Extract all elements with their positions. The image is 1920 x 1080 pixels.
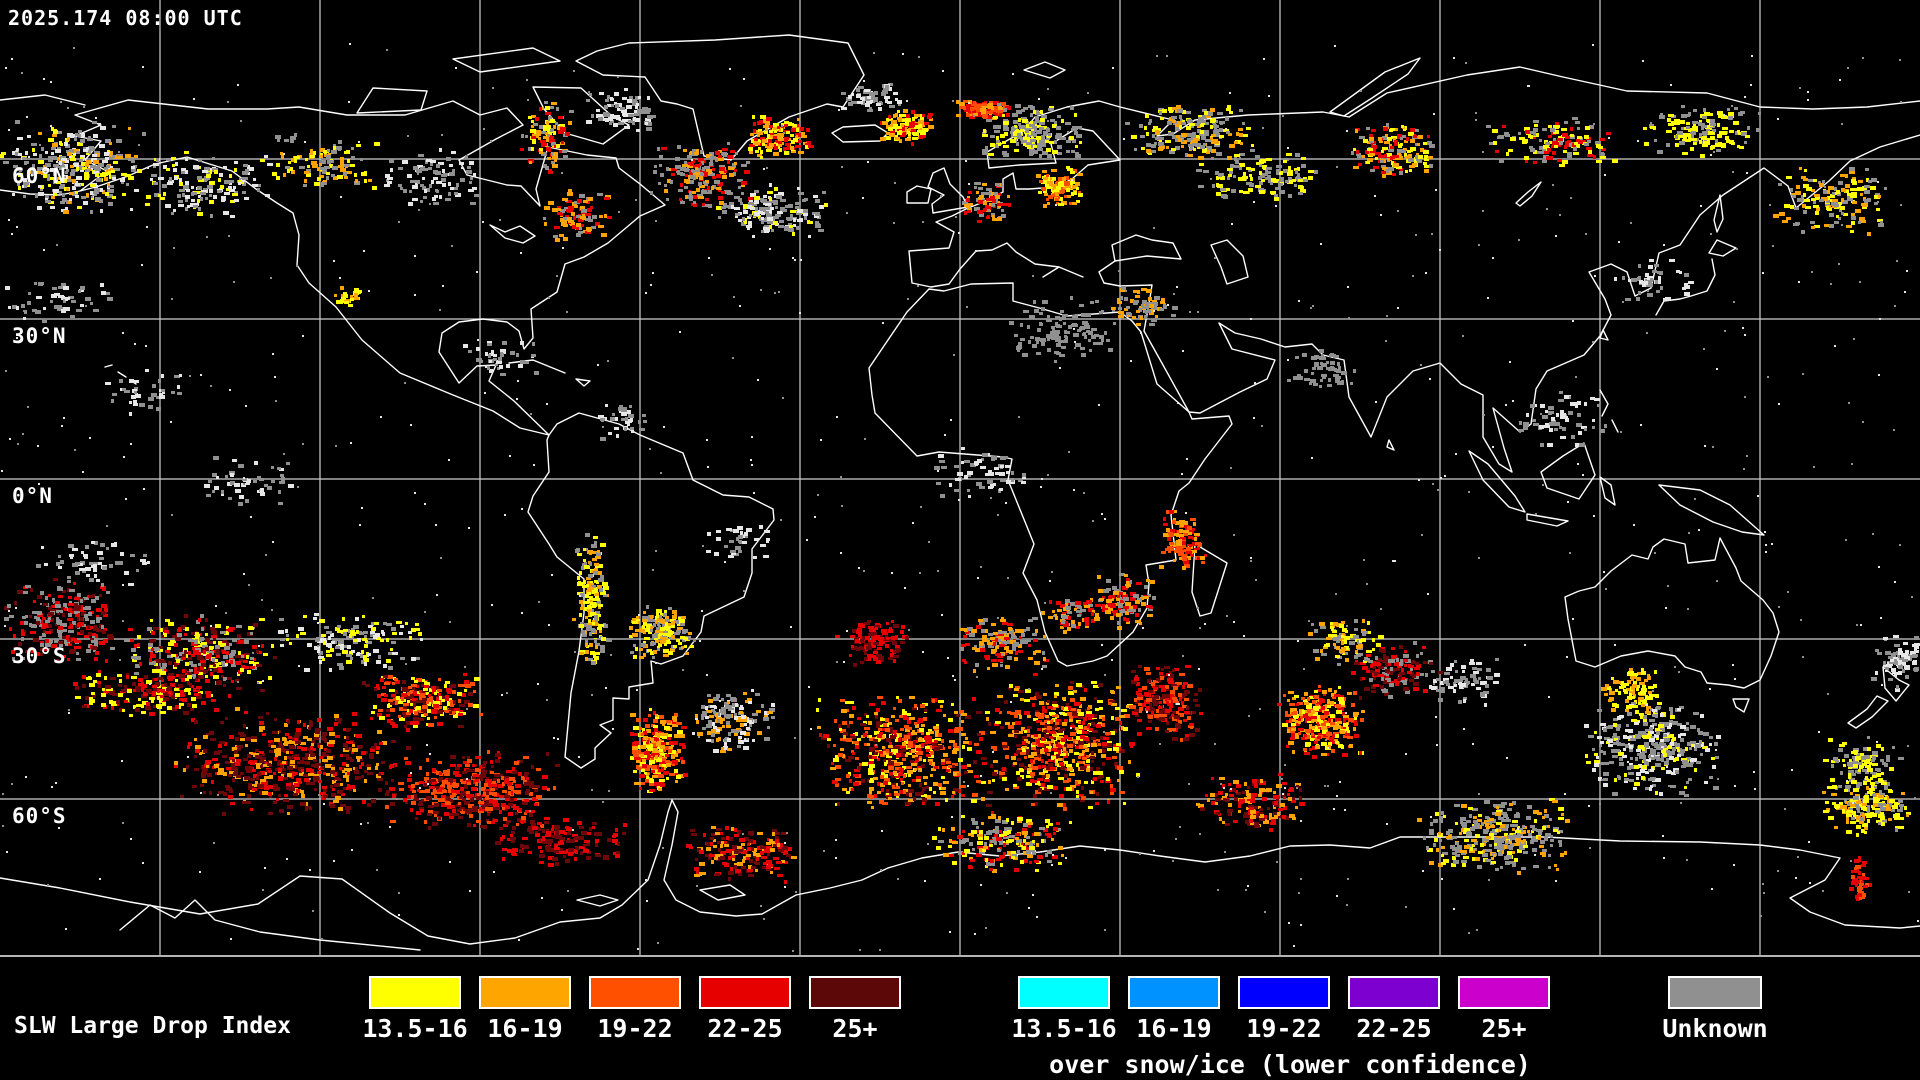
coastline-path <box>906 185 932 204</box>
coastline-path <box>74 99 666 436</box>
coastline-path <box>452 47 561 73</box>
coastline-path <box>0 799 1920 945</box>
legend-snow-ice-caption: over snow/ice (lower confidence) <box>1049 1050 1531 1079</box>
coastline-path <box>1191 543 1228 617</box>
legend-class-label: 13.5-16 <box>1011 1014 1117 1043</box>
coastline-path <box>508 359 566 374</box>
coastline-path <box>1708 239 1737 257</box>
legend-class-label: 13.5-16 <box>362 1014 468 1043</box>
legend-swatch <box>1018 976 1110 1009</box>
coastline-path <box>1526 513 1569 527</box>
coastline-path <box>1882 666 1910 702</box>
lat-label-60n: 60°N <box>12 164 67 188</box>
legend-title: SLW Large Drop Index <box>14 1013 291 1039</box>
legend-unknown-swatch <box>1668 976 1762 1009</box>
legend-class-label: 19-22 <box>1246 1014 1322 1043</box>
coastline-path <box>868 282 1233 667</box>
coastline-path <box>927 167 969 214</box>
legend-swatch <box>1348 976 1440 1009</box>
legend-swatch <box>1128 976 1220 1009</box>
lat-label-30s: 30°S <box>12 644 67 668</box>
lat-label-0n: 0°N <box>12 484 53 508</box>
legend-swatch <box>479 976 571 1009</box>
legend-class-label: 22-25 <box>1356 1014 1432 1043</box>
legend-swatch <box>809 976 901 1009</box>
coastline-path <box>1540 442 1596 500</box>
legend-class-label: 16-19 <box>487 1014 563 1043</box>
coastline-path <box>1386 439 1395 451</box>
coastline-path <box>1847 695 1889 729</box>
legend-class-label: 16-19 <box>1136 1014 1212 1043</box>
legend-swatch <box>699 976 791 1009</box>
coastline-path <box>1564 537 1780 689</box>
coastline-path <box>1599 329 1609 341</box>
coastline-path <box>1210 239 1249 285</box>
coastline-path <box>1599 389 1619 433</box>
coastline-path <box>0 94 86 106</box>
coastline-path <box>1023 61 1066 79</box>
legend-unknown-label: Unknown <box>1662 1014 1768 1043</box>
coastline-path <box>1468 450 1526 513</box>
coastline-path <box>1732 698 1750 713</box>
timestamp-label: 2025.174 08:00 UTC <box>8 6 243 30</box>
legend-swatch <box>589 976 681 1009</box>
legend-class-label: 25+ <box>1481 1014 1527 1043</box>
coastline-path <box>1599 476 1616 506</box>
coastline-path <box>1098 234 1182 284</box>
legend-class-label: 19-22 <box>597 1014 673 1043</box>
legend-swatch <box>1458 976 1550 1009</box>
coastline-path <box>1103 134 1920 473</box>
lat-label-60s: 60°S <box>12 804 67 828</box>
coastline-path <box>119 899 421 951</box>
coastline-path <box>930 242 1084 288</box>
coastline-path <box>1658 484 1765 536</box>
coastline-path <box>831 124 889 143</box>
coastline-path <box>576 884 746 907</box>
slw-data-pixels <box>0 43 1920 952</box>
legend-swatch <box>369 976 461 1009</box>
coastline-path <box>908 66 1920 288</box>
coastline-path <box>1515 181 1542 207</box>
coastline-path <box>1329 57 1421 117</box>
legend-class-label: 22-25 <box>707 1014 783 1043</box>
coastline-path <box>1713 194 1724 233</box>
legend-swatch <box>1238 976 1330 1009</box>
legend-class-label: 25+ <box>832 1014 878 1043</box>
coastline-path <box>527 412 775 769</box>
lat-label-30n: 30°N <box>12 324 67 348</box>
coastline-path <box>489 224 536 244</box>
coastline-path <box>356 87 428 114</box>
coastline-path <box>575 34 865 161</box>
coastline-path <box>575 378 591 387</box>
